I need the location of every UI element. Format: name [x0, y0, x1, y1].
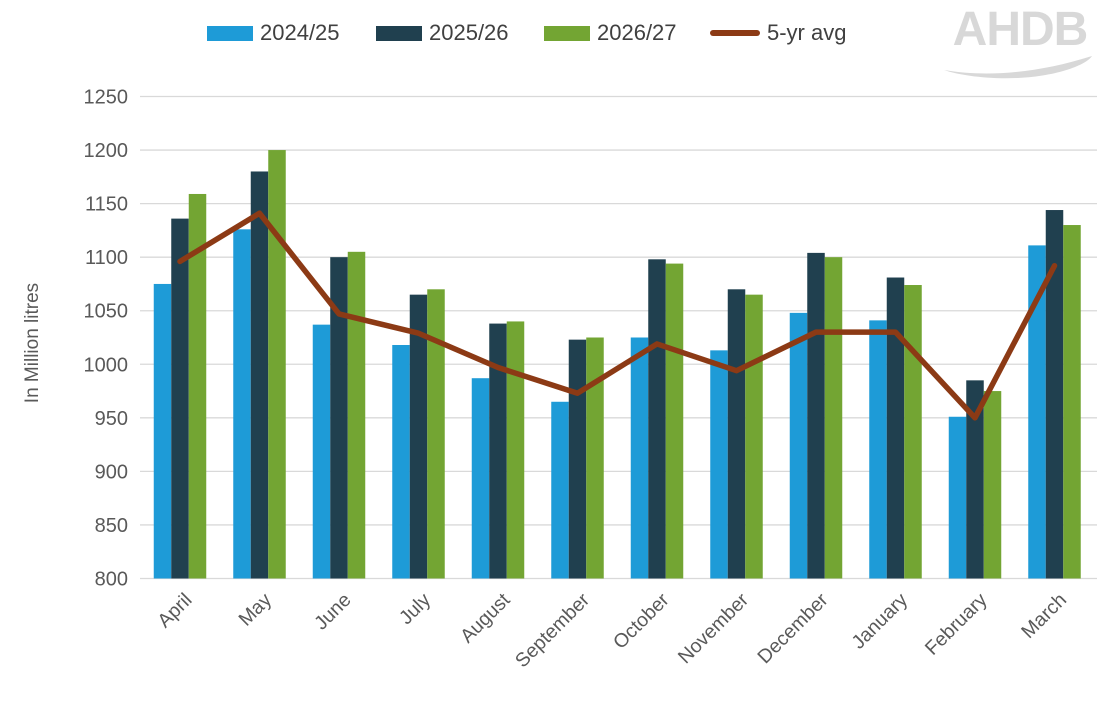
bars-2026-27: [188, 150, 1081, 579]
legend-label: 2026/27: [597, 20, 677, 45]
ahdb-logo-text: AHDB: [952, 3, 1089, 56]
svg-text:December: December: [753, 589, 833, 669]
svg-text:August: August: [456, 589, 515, 648]
svg-text:950: 950: [95, 408, 128, 430]
svg-text:March: March: [1017, 589, 1071, 643]
svg-text:800: 800: [95, 569, 128, 591]
legend-item-2024-25: 2024/25: [207, 18, 340, 48]
legend-swatch-5yr-avg: [710, 30, 760, 36]
ahdb-logo-swoosh-icon: [944, 56, 1092, 79]
legend-item-5yr-avg: 5-yr avg: [710, 18, 846, 48]
legend-swatch-2024-25: [207, 25, 253, 41]
y-axis-title: In Million litres: [22, 282, 43, 404]
svg-text:April: April: [153, 589, 196, 632]
svg-text:January: January: [847, 589, 912, 654]
svg-text:October: October: [609, 589, 674, 654]
svg-text:900: 900: [95, 461, 128, 483]
svg-text:September: September: [511, 589, 594, 672]
chart-legend: 2024/25 2025/26 2026/27 5-yr avg: [0, 0, 1119, 60]
svg-text:1050: 1050: [84, 301, 129, 323]
legend-swatch-2026-27: [544, 25, 590, 41]
legend-label: 2024/25: [260, 20, 340, 45]
legend-item-2026-27: 2026/27: [544, 18, 677, 48]
gridlines: [140, 95, 1097, 580]
svg-text:1100: 1100: [85, 247, 128, 269]
svg-text:850: 850: [95, 515, 128, 537]
svg-text:November: November: [674, 589, 754, 669]
line-5yr-avg: [177, 210, 1058, 421]
y-tick-labels: 800 850 900 950 1000 1050 1100 1150 1200 1250: [84, 87, 129, 591]
ahdb-logo: AHDB: [940, 6, 1100, 80]
svg-text:June: June: [310, 589, 355, 634]
legend-swatch-2025-26: [376, 25, 422, 41]
legend-label: 5-yr avg: [767, 20, 847, 45]
bars-2025-26: [171, 171, 1064, 579]
svg-text:February: February: [921, 589, 992, 660]
bars-2024-25: [153, 229, 1046, 579]
legend-label: 2025/26: [429, 20, 509, 45]
legend-item-2025-26: 2025/26: [376, 18, 509, 48]
svg-text:May: May: [234, 589, 276, 631]
svg-text:1200: 1200: [84, 140, 129, 162]
svg-text:1150: 1150: [85, 194, 128, 216]
svg-text:July: July: [395, 589, 435, 629]
svg-text:1000: 1000: [84, 354, 129, 376]
svg-text:1250: 1250: [84, 87, 129, 109]
